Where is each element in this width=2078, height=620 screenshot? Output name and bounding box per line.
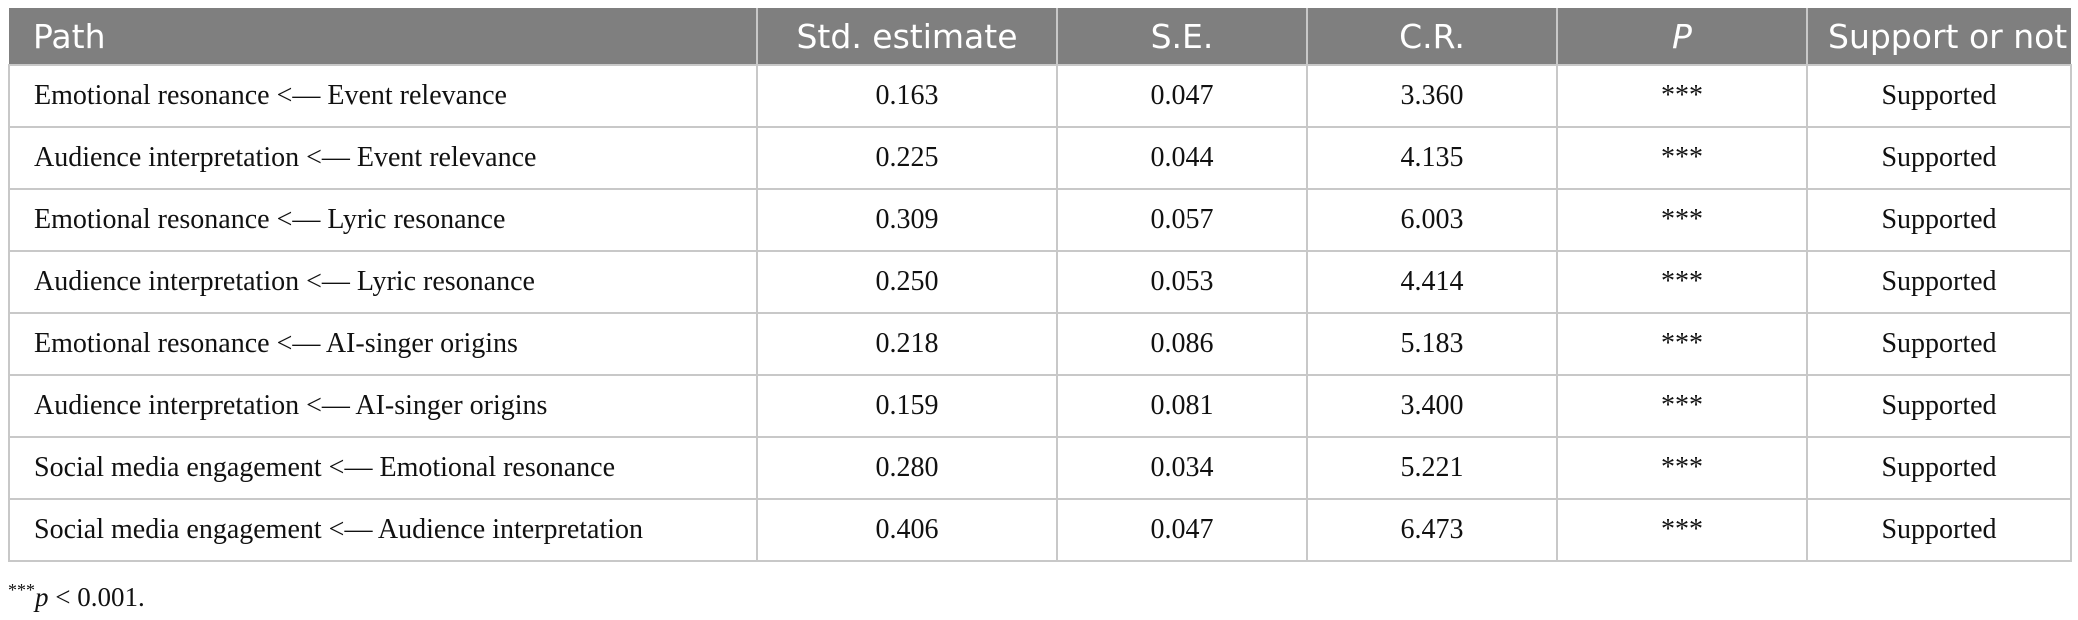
- cell-p: ***: [1557, 65, 1808, 128]
- cell-cr: 4.135: [1307, 127, 1558, 190]
- cell-std-estimate: 0.218: [757, 313, 1058, 376]
- header-p: P: [1557, 8, 1808, 66]
- table-row: Social media engagement <— Emotional res…: [8, 437, 2072, 500]
- cell-se: 0.053: [1057, 251, 1308, 314]
- cell-std-estimate: 0.159: [757, 375, 1058, 438]
- header-support: Support or not: [1807, 8, 2071, 66]
- cell-support: Supported: [1807, 251, 2072, 314]
- table-row: Social media engagement <— Audience inte…: [8, 499, 2072, 562]
- cell-se: 0.086: [1057, 313, 1308, 376]
- cell-support: Supported: [1807, 437, 2072, 500]
- table-footnote: ***p < 0.001.: [8, 580, 145, 613]
- cell-se: 0.057: [1057, 189, 1308, 252]
- table-row: Emotional resonance <— AI-singer origins…: [8, 313, 2072, 376]
- cell-path: Audience interpretation <— Lyric resonan…: [8, 251, 758, 314]
- table-row: Audience interpretation <— Event relevan…: [8, 127, 2072, 190]
- cell-p: ***: [1557, 313, 1808, 376]
- cell-path: Emotional resonance <— Event relevance: [8, 65, 758, 128]
- cell-p: ***: [1557, 375, 1808, 438]
- results-table-container: Path Std. estimate S.E. C.R. P Support o…: [8, 8, 2072, 562]
- cell-se: 0.047: [1057, 65, 1308, 128]
- cell-path: Emotional resonance <— AI-singer origins: [8, 313, 758, 376]
- cell-cr: 6.473: [1307, 499, 1558, 562]
- cell-std-estimate: 0.163: [757, 65, 1058, 128]
- cell-path: Audience interpretation <— Event relevan…: [8, 127, 758, 190]
- footnote-text: < 0.001.: [48, 582, 145, 612]
- cell-support: Supported: [1807, 499, 2072, 562]
- cell-p: ***: [1557, 437, 1808, 500]
- cell-std-estimate: 0.406: [757, 499, 1058, 562]
- cell-support: Supported: [1807, 65, 2072, 128]
- cell-cr: 5.183: [1307, 313, 1558, 376]
- cell-path: Audience interpretation <— AI-singer ori…: [8, 375, 758, 438]
- cell-path: Social media engagement <— Emotional res…: [8, 437, 758, 500]
- cell-cr: 3.400: [1307, 375, 1558, 438]
- cell-p: ***: [1557, 127, 1808, 190]
- cell-path: Social media engagement <— Audience inte…: [8, 499, 758, 562]
- cell-se: 0.034: [1057, 437, 1308, 500]
- footnote-symbol: ***: [8, 580, 35, 600]
- header-path: Path: [9, 8, 758, 66]
- cell-p: ***: [1557, 499, 1808, 562]
- cell-support: Supported: [1807, 313, 2072, 376]
- cell-cr: 3.360: [1307, 65, 1558, 128]
- table-header-row: Path Std. estimate S.E. C.R. P Support o…: [9, 8, 2071, 66]
- cell-path: Emotional resonance <— Lyric resonance: [8, 189, 758, 252]
- table-row: Audience interpretation <— AI-singer ori…: [8, 375, 2072, 438]
- cell-std-estimate: 0.225: [757, 127, 1058, 190]
- cell-cr: 6.003: [1307, 189, 1558, 252]
- header-cr: C.R.: [1307, 8, 1558, 66]
- header-std-estimate: Std. estimate: [757, 8, 1058, 66]
- table-row: Audience interpretation <— Lyric resonan…: [8, 251, 2072, 314]
- cell-se: 0.044: [1057, 127, 1308, 190]
- cell-support: Supported: [1807, 189, 2072, 252]
- table-row: Emotional resonance <— Event relevance 0…: [8, 65, 2072, 128]
- cell-se: 0.081: [1057, 375, 1308, 438]
- cell-std-estimate: 0.280: [757, 437, 1058, 500]
- cell-se: 0.047: [1057, 499, 1308, 562]
- cell-p: ***: [1557, 251, 1808, 314]
- cell-p: ***: [1557, 189, 1808, 252]
- path-results-table: Path Std. estimate S.E. C.R. P Support o…: [8, 8, 2072, 562]
- header-se: S.E.: [1057, 8, 1308, 66]
- cell-cr: 5.221: [1307, 437, 1558, 500]
- table-row: Emotional resonance <— Lyric resonance 0…: [8, 189, 2072, 252]
- cell-support: Supported: [1807, 127, 2072, 190]
- cell-support: Supported: [1807, 375, 2072, 438]
- cell-cr: 4.414: [1307, 251, 1558, 314]
- cell-std-estimate: 0.250: [757, 251, 1058, 314]
- cell-std-estimate: 0.309: [757, 189, 1058, 252]
- footnote-variable: p: [35, 582, 49, 612]
